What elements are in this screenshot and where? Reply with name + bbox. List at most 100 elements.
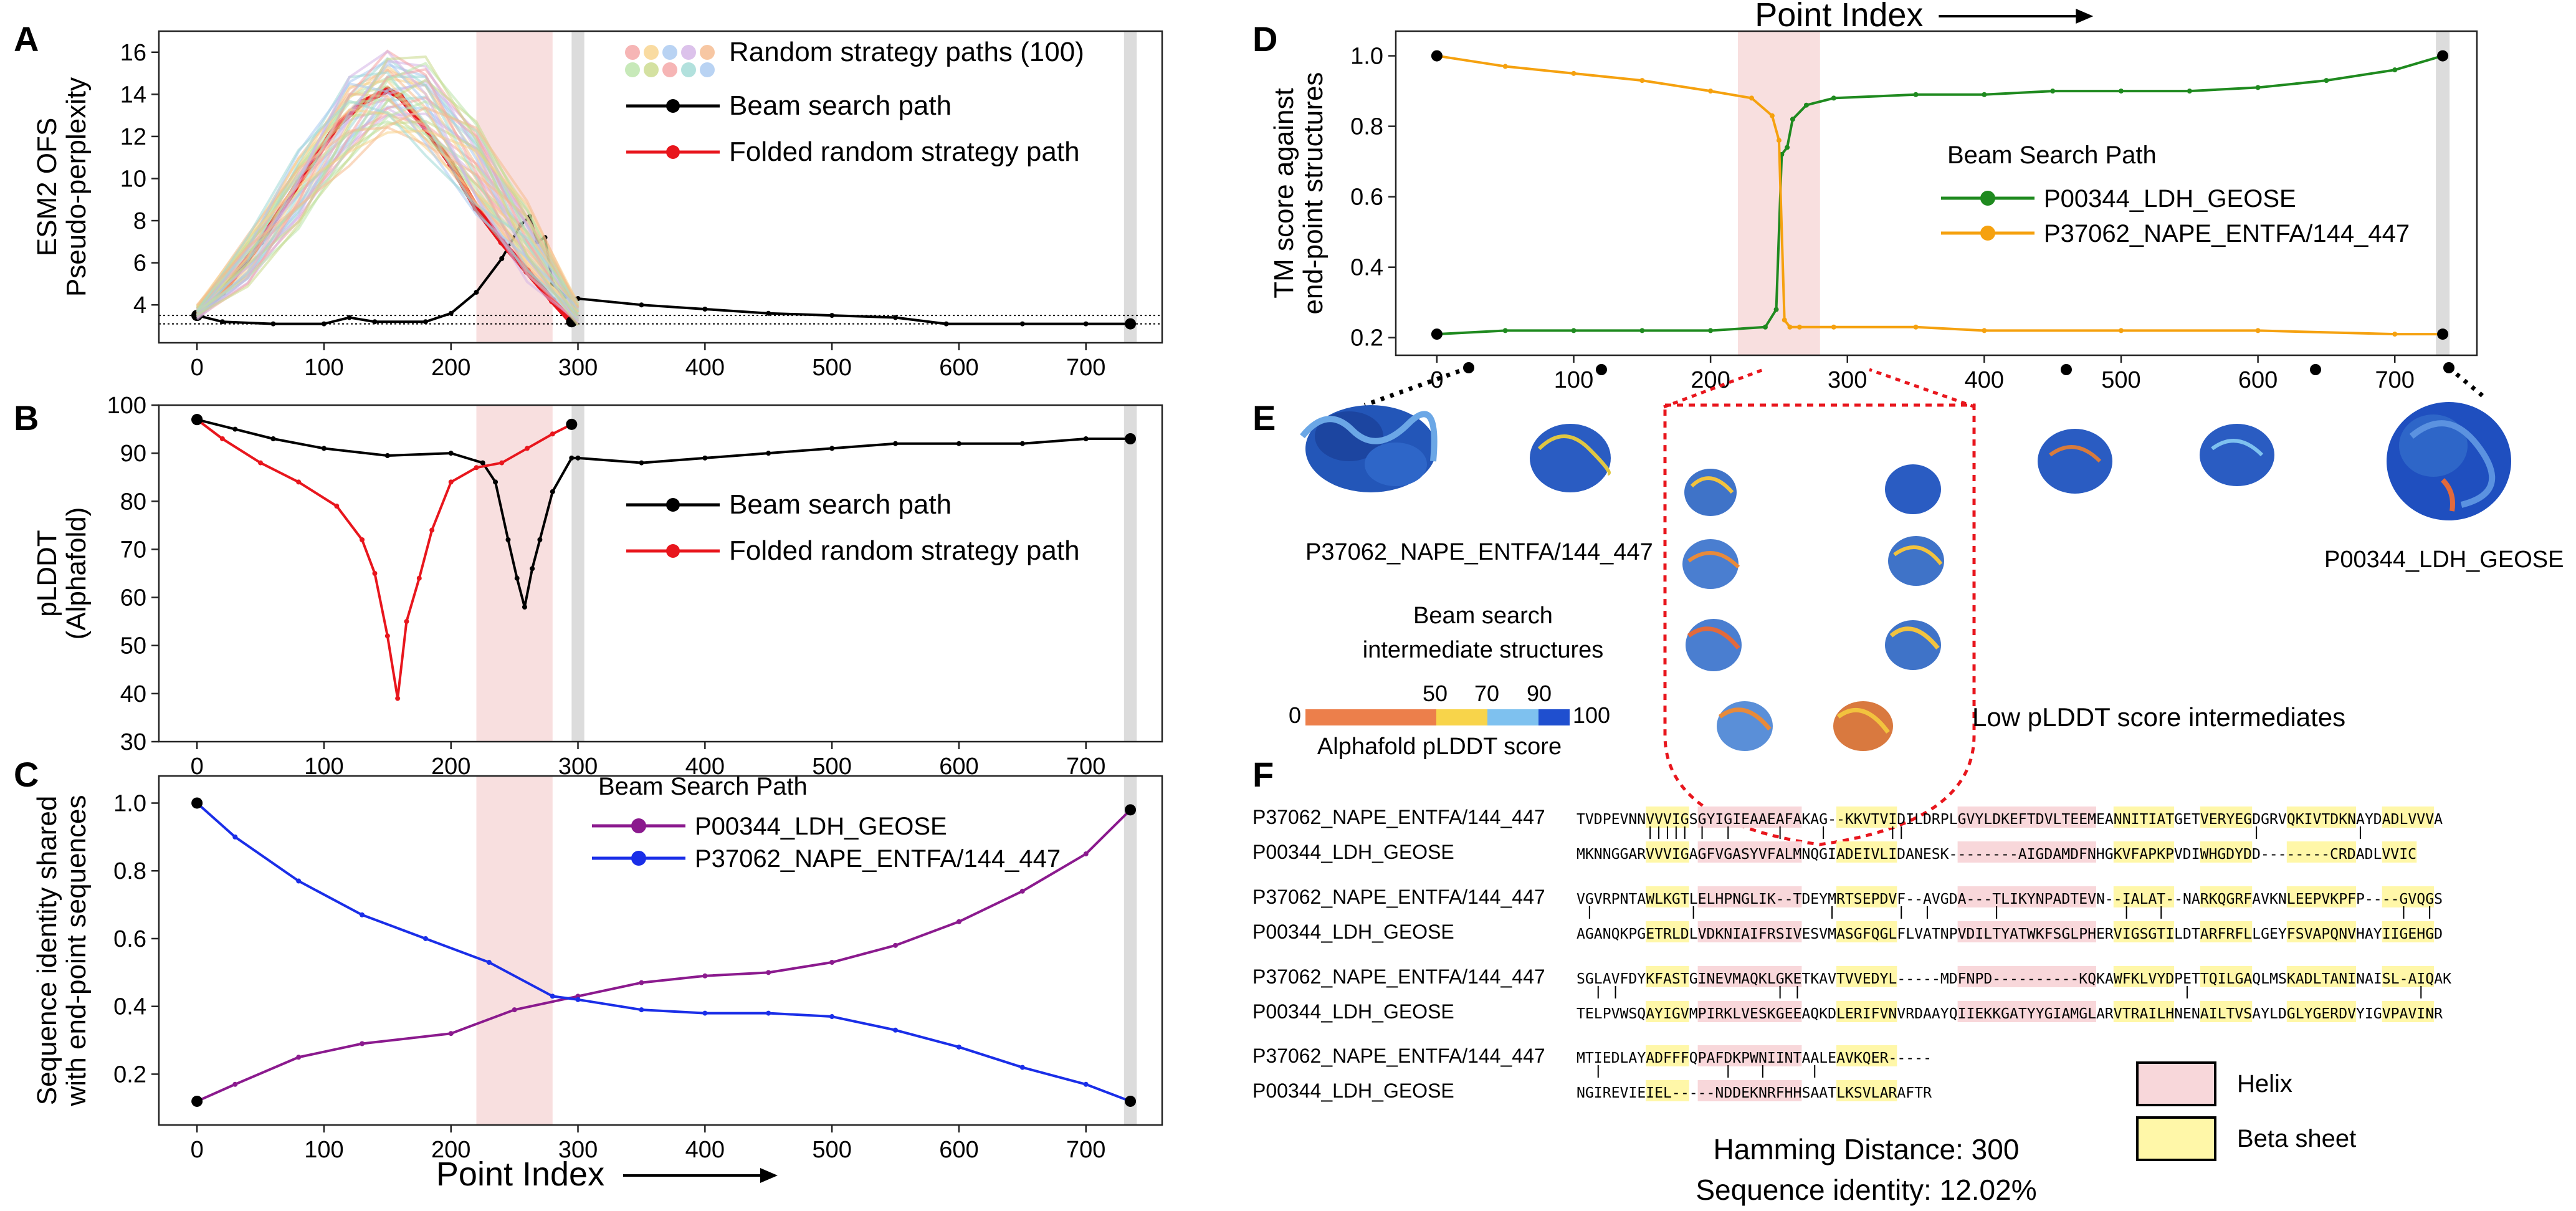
endpoint-marker (1125, 1095, 1137, 1107)
y-tick-label: 60 (120, 585, 146, 611)
legend-label: P37062_NAPE_ENTFA/144_447 (695, 845, 1061, 873)
y-axis-label: ESM2 OFS (32, 118, 62, 257)
connector-low-right (1869, 368, 1976, 409)
data-point (1769, 113, 1775, 118)
data-point (1502, 328, 1508, 333)
shade-endpoint (1123, 776, 1137, 1125)
structure-left-endpoint (1300, 405, 1438, 492)
beta-highlight (1646, 1080, 1689, 1101)
beta-legend-swatch (2136, 1116, 2216, 1161)
random-path-line (196, 49, 579, 322)
data-point (530, 566, 535, 572)
colorbar-seg-low (1305, 709, 1436, 725)
data-point (499, 256, 505, 261)
y-axis-label: with end-point sequences (61, 795, 92, 1107)
alignment-sequence: TELPVWSQAYIGVMPIRKLVESKGEEAQKDLERIFVNVRD… (1577, 1005, 2443, 1022)
legend-swatch-random (662, 62, 677, 77)
data-point (429, 527, 435, 533)
panel-f: P37062_NAPE_ENTFA/144_447 TVDPEVNNVVVIGSG… (1252, 806, 2451, 1102)
legend-marker (1980, 226, 1995, 241)
endpoint-marker (191, 414, 203, 426)
beta-highlight (1836, 841, 1897, 863)
beta-highlight (2113, 886, 2175, 907)
y-tick-label: 10 (120, 166, 146, 192)
beta-highlight (1836, 1080, 1897, 1101)
y-tick-label: 1.0 (113, 790, 146, 816)
panel-label-a: A (14, 19, 39, 59)
data-point (2255, 85, 2261, 90)
data-point (346, 315, 352, 320)
endpoint-marker (1125, 318, 1137, 330)
data-point (702, 306, 708, 312)
hamming-distance: Hamming Distance: 300 (1714, 1133, 2020, 1166)
beta-highlight (2200, 807, 2253, 828)
series-line (1436, 54, 2443, 336)
panel-label-c: C (14, 755, 39, 794)
data-point (550, 431, 555, 437)
beta-highlight (2200, 966, 2253, 987)
xlabel-arrowhead (760, 1168, 778, 1183)
legend-swatch-random (681, 45, 696, 60)
legend-label: Folded random strategy path (729, 136, 1080, 167)
endpoint-marker (191, 797, 203, 809)
y-tick-label: 0.4 (1350, 255, 1383, 281)
data-point (1776, 138, 1782, 143)
legend-marker (631, 818, 646, 833)
chart-B: 0 100 200 300 400 500 600 70030405060708090100p… (32, 393, 1163, 780)
legend-marker (631, 851, 646, 866)
data-point (258, 460, 264, 466)
y-tick-label: 12 (120, 124, 146, 150)
x-tick-label: 600 (2238, 367, 2278, 393)
intermediate-title-2: intermediate structures (1363, 637, 1604, 663)
data-point (360, 912, 365, 917)
random-path-line (196, 82, 579, 316)
data-point (766, 451, 771, 456)
data-point (1708, 89, 1714, 94)
x-tick-label: 200 (431, 355, 470, 381)
beta-highlight (2286, 966, 2356, 987)
data-point (1787, 324, 1793, 330)
endpoint-marker (1125, 804, 1137, 816)
data-point (639, 302, 644, 308)
data-point (525, 446, 530, 451)
low-plddt-label: Low pLDDT score intermediates (1972, 702, 2345, 732)
y-axis-label: pLDDT (32, 530, 62, 616)
random-path-line (196, 99, 580, 313)
x-tick-label: 100 (304, 1137, 343, 1163)
beta-highlight (2200, 1001, 2253, 1022)
data-point (1708, 328, 1714, 333)
data-point (448, 310, 454, 316)
random-path-line (196, 129, 580, 307)
alignment-seq-name: P00344_LDH_GEOSE (1252, 921, 1454, 943)
colorbar-tick: 90 (1527, 681, 1552, 706)
x-tick-label: 700 (2375, 367, 2415, 393)
x-tick-label: 0 (1430, 367, 1443, 393)
data-point (956, 1044, 961, 1050)
x-tick-label: 200 (431, 1137, 470, 1163)
beta-highlight (2113, 841, 2175, 863)
helix-highlight (1957, 1001, 2096, 1022)
shade-endpoint (571, 31, 584, 343)
data-point (360, 537, 365, 542)
y-tick-label: 0.6 (113, 926, 146, 952)
data-point (474, 465, 479, 471)
data-point (1571, 70, 1577, 76)
legend-marker (666, 544, 680, 558)
y-tick-label: 50 (120, 633, 146, 659)
data-point (550, 489, 555, 494)
helix-highlight (1697, 1001, 1802, 1022)
alignment-seq-name: P00344_LDH_GEOSE (1252, 1000, 1454, 1023)
data-point (766, 1010, 771, 1016)
data-point (219, 436, 225, 441)
legend-swatch-random (700, 45, 715, 60)
data-point (2118, 328, 2124, 333)
data-point (1502, 64, 1508, 69)
helix-highlight (1957, 807, 2096, 828)
data-point (1639, 78, 1645, 84)
legend-label: P00344_LDH_GEOSE (2044, 185, 2296, 213)
data-point (499, 460, 505, 466)
random-path-line (196, 55, 580, 327)
beta-highlight (2286, 841, 2356, 863)
y-tick-label: 0.2 (113, 1061, 146, 1088)
